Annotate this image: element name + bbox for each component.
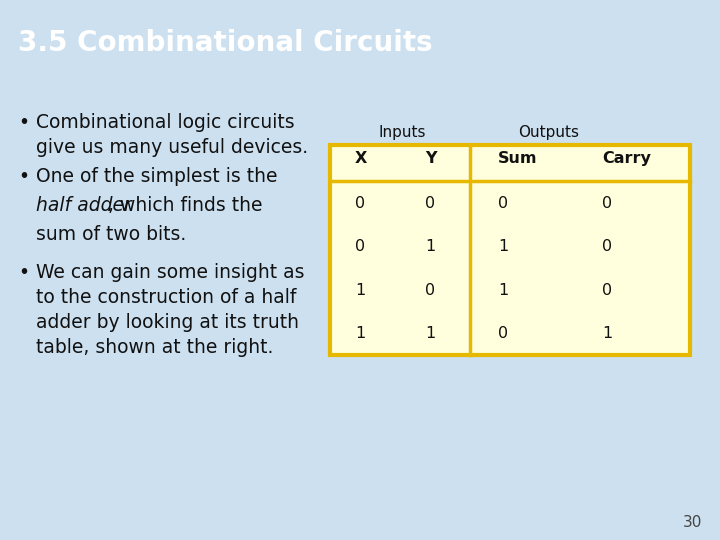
Bar xyxy=(330,145,690,355)
Text: 1: 1 xyxy=(498,239,508,254)
Text: 1: 1 xyxy=(425,239,436,254)
Text: 1: 1 xyxy=(602,326,612,341)
Text: One of the simplest is the: One of the simplest is the xyxy=(36,167,277,186)
Text: 0: 0 xyxy=(602,239,612,254)
Text: Carry: Carry xyxy=(602,151,651,166)
Text: half adder: half adder xyxy=(36,196,132,215)
Text: , which finds the: , which finds the xyxy=(108,196,263,215)
Text: 0: 0 xyxy=(425,195,435,211)
Text: Combinational logic circuits
give us many useful devices.: Combinational logic circuits give us man… xyxy=(36,113,308,157)
Text: We can gain some insight as
to the construction of a half
adder by looking at it: We can gain some insight as to the const… xyxy=(36,263,305,357)
Text: 3.5 Combinational Circuits: 3.5 Combinational Circuits xyxy=(18,29,433,57)
Text: 1: 1 xyxy=(355,326,365,341)
Text: 1: 1 xyxy=(425,326,436,341)
Text: sum of two bits.: sum of two bits. xyxy=(36,225,186,244)
Text: Inputs: Inputs xyxy=(378,125,426,140)
Text: 0: 0 xyxy=(355,239,365,254)
Text: 0: 0 xyxy=(602,195,612,211)
Text: 0: 0 xyxy=(602,282,612,298)
Text: 1: 1 xyxy=(355,282,365,298)
Text: •: • xyxy=(18,113,29,132)
Text: 0: 0 xyxy=(355,195,365,211)
Text: X: X xyxy=(355,151,367,166)
Text: Sum: Sum xyxy=(498,151,538,166)
Text: Outputs: Outputs xyxy=(518,125,579,140)
Text: 30: 30 xyxy=(683,515,702,530)
Text: •: • xyxy=(18,263,29,282)
Text: 0: 0 xyxy=(498,326,508,341)
Text: Y: Y xyxy=(425,151,436,166)
Text: •: • xyxy=(18,167,29,186)
Text: 1: 1 xyxy=(498,282,508,298)
Text: 0: 0 xyxy=(425,282,435,298)
Text: 0: 0 xyxy=(498,195,508,211)
